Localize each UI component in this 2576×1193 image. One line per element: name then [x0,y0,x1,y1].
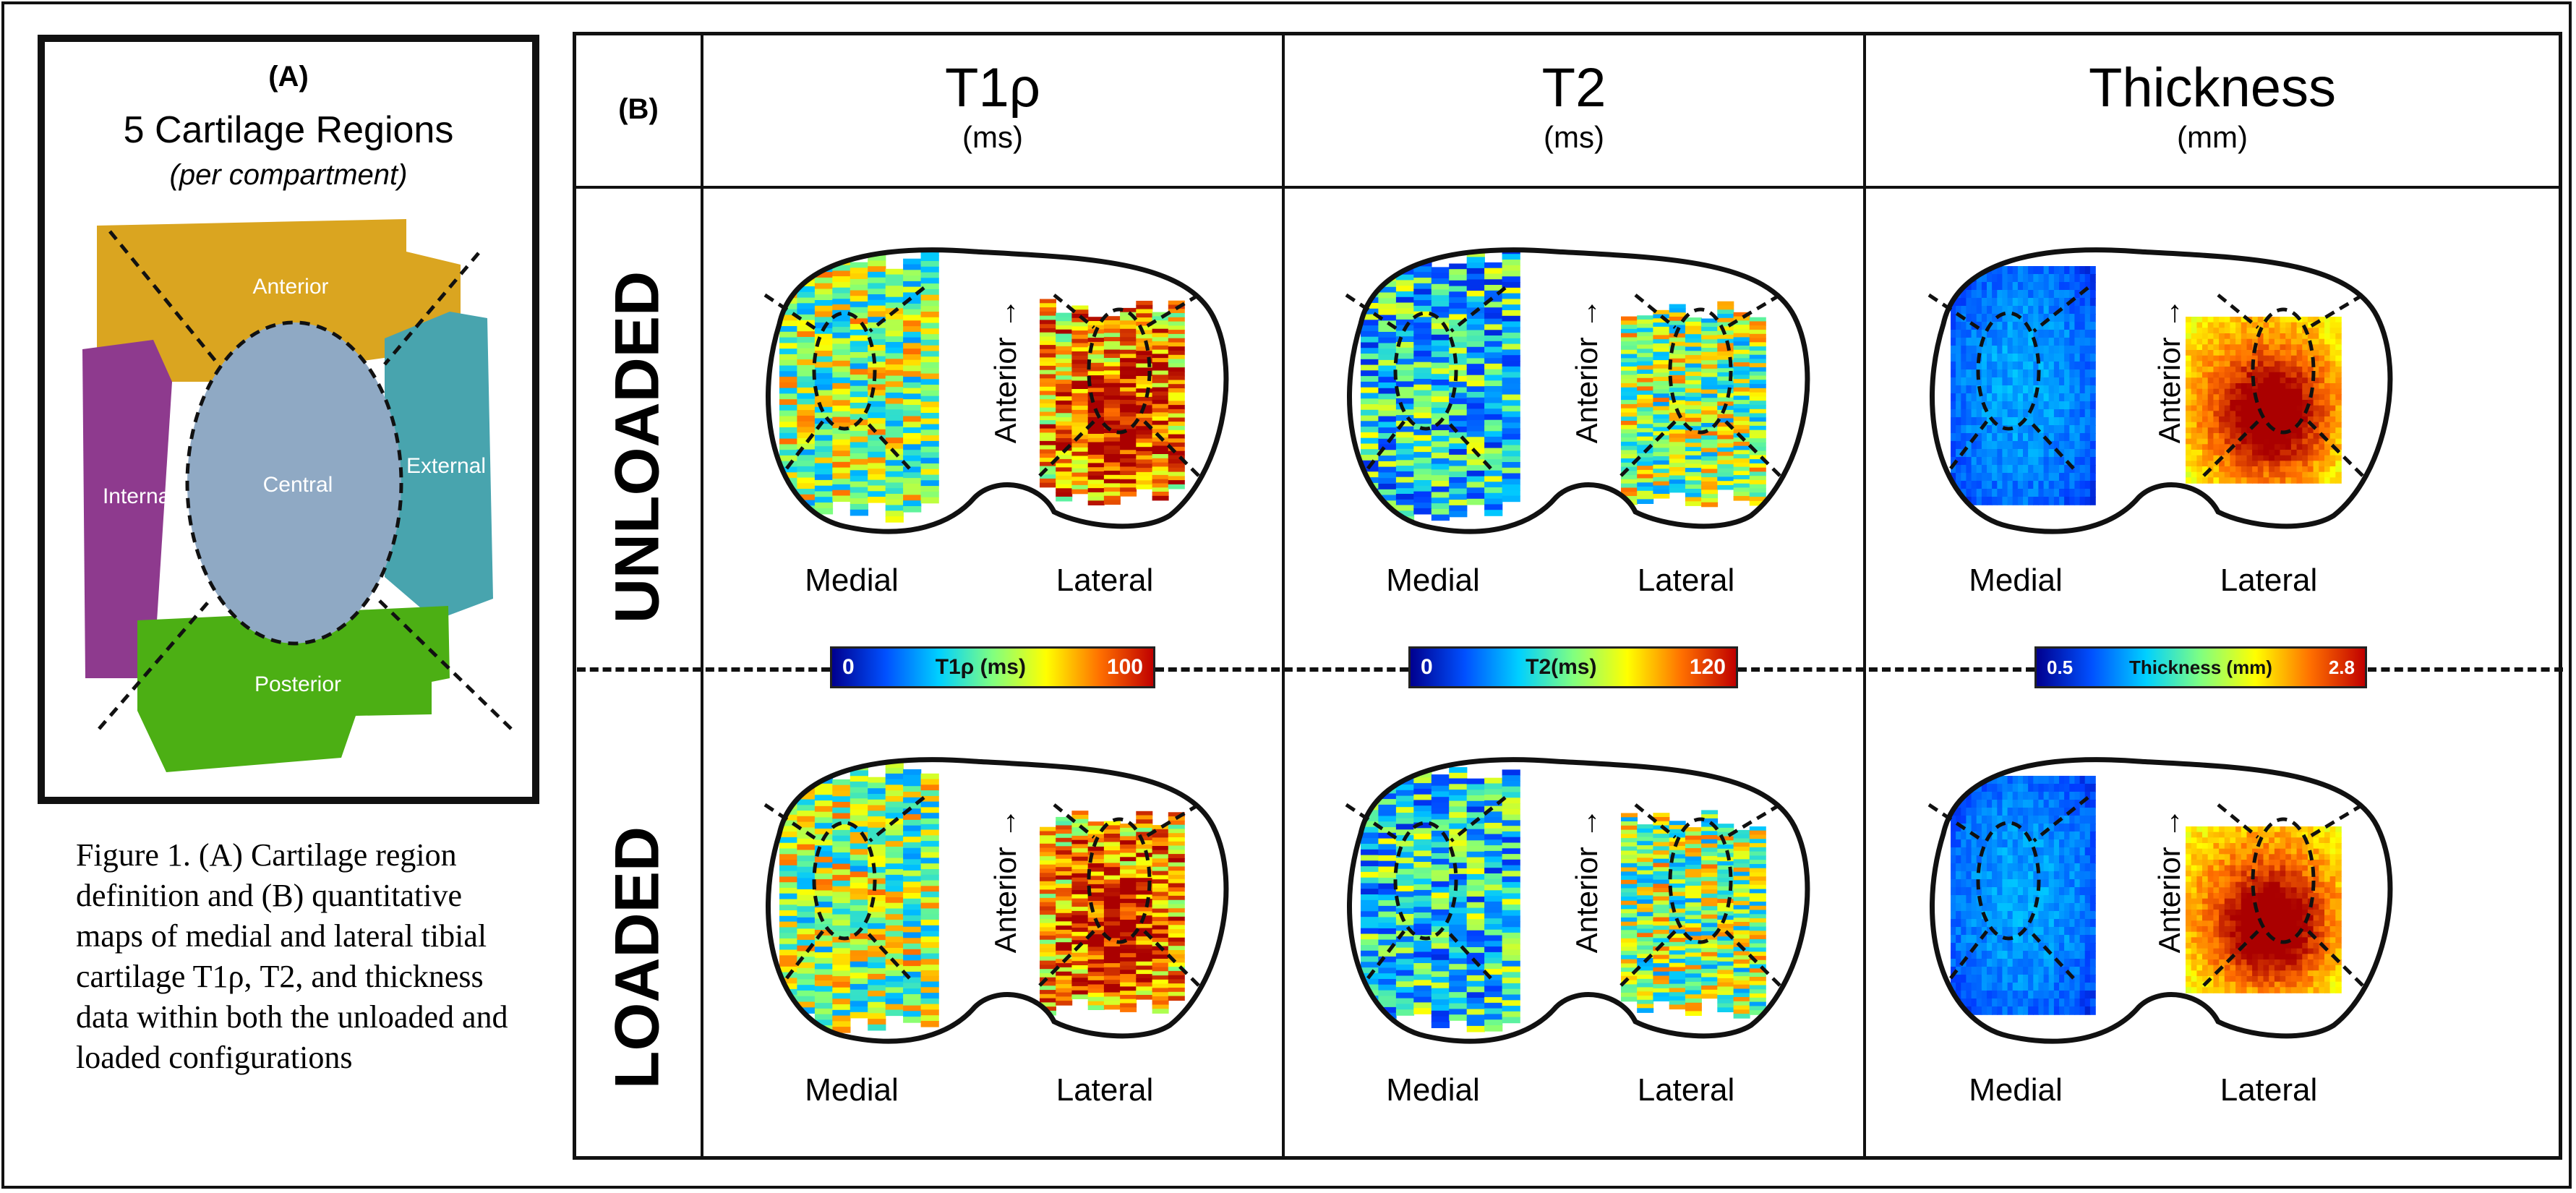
tibial-map-t1rho-unloaded: Anterior → Medial Lateral [736,237,1242,613]
region-external [385,312,493,620]
row-label-unloaded: UNLOADED [602,270,672,624]
col-header-t2: T2 (ms) [1285,57,1863,155]
anterior-direction-label: Anterior → [1570,298,1604,444]
tibial-outline-map [763,757,1229,1044]
lateral-label: Lateral [2220,563,2318,598]
medial-label: Medial [1969,1072,2063,1108]
col-header-t1rho: T1ρ (ms) [703,57,1282,155]
col-unit: (ms) [962,120,1023,154]
colorbar-max: 2.8 [2328,656,2355,678]
region-central [187,322,401,643]
anterior-direction-label: Anterior → [1570,808,1604,954]
tibial-outline-map [1927,757,2393,1044]
panel-a-title: 5 Cartilage Regions [123,109,454,151]
col-title: T2 [1541,57,1606,119]
colorbar-max: 100 [1106,655,1143,679]
tibial-map-thickness-unloaded: Anterior → Medial Lateral [1900,237,2406,613]
lateral-label: Lateral [1637,563,1735,598]
region-posterior [137,606,450,772]
region-diagram [82,219,513,772]
anterior-direction-label: Anterior → [988,298,1022,444]
medial-label: Medial [1386,563,1480,598]
tibial-map-thickness-loaded: Anterior → Medial Lateral [1900,747,2406,1123]
tibial-outline-map [1345,247,1810,534]
lateral-label: Lateral [1056,1072,1154,1108]
divider [1738,667,2034,672]
tibial-outline-map [1927,247,2393,534]
region-anterior [97,219,461,382]
region-internal [82,340,172,678]
colorbar-max: 120 [1689,655,1726,679]
label-anterior: Anterior [252,275,329,299]
lateral-label: Lateral [1637,1072,1735,1108]
panel-b-label: (B) [618,93,659,125]
colorbar-t1rho: 0 T1ρ (ms) 100 [830,646,1155,688]
lateral-label: Lateral [1056,563,1154,598]
panel-b: (B) T1ρ (ms) T2 (ms) Thickness (mm) UNLO… [573,32,2562,1160]
label-central: Central [262,473,333,497]
divider [1155,667,1408,672]
anterior-direction-label: Anterior → [2152,298,2186,444]
col-title: T1ρ [945,57,1040,119]
colorbar-label: T1ρ (ms) [935,655,1026,679]
col-title: Thickness [2088,57,2337,119]
col-unit: (mm) [2177,120,2248,154]
medial-label: Medial [805,1072,899,1108]
colorbar-min: 0 [1421,655,1433,679]
colorbar-thickness: 0.5 Thickness (mm) 2.8 [2034,646,2367,688]
panel-a-subtitle: (per compartment) [169,159,408,191]
figure-caption: Figure 1. (A) Cartilage region definitio… [76,837,508,1075]
lateral-label: Lateral [2220,1072,2318,1108]
divider [577,667,830,672]
tibial-outline-map [1345,757,1810,1044]
tibial-map-t2-loaded: Anterior → Medial Lateral [1317,747,1823,1123]
medial-label: Medial [1969,563,2063,598]
tibial-outline-map [763,247,1229,534]
row-label-loaded: LOADED [602,826,672,1090]
panel-a-label: (A) [268,61,309,93]
divider [2368,667,2563,672]
panel-a: (A) 5 Cartilage Regions (per compartment… [38,35,539,804]
anterior-direction-label: Anterior → [988,808,1022,954]
col-unit: (ms) [1544,120,1604,154]
label-posterior: Posterior [254,672,342,696]
colorbar-t2: 0 T2(ms) 120 [1408,646,1738,688]
medial-label: Medial [805,563,899,598]
tibial-map-t2-unloaded: Anterior → Medial Lateral [1317,237,1823,613]
col-header-thickness: Thickness (mm) [1866,57,2559,155]
colorbar-min: 0.5 [2047,656,2074,678]
colorbar-label: T2(ms) [1526,655,1597,679]
medial-label: Medial [1386,1072,1480,1108]
tibial-map-t1rho-loaded: Anterior → Medial Lateral [736,747,1242,1123]
anterior-direction-label: Anterior → [2152,808,2186,954]
label-internal: Internal [102,484,176,508]
label-external: External [406,454,487,478]
colorbar-label: Thickness (mm) [2129,656,2272,678]
colorbar-min: 0 [842,655,855,679]
